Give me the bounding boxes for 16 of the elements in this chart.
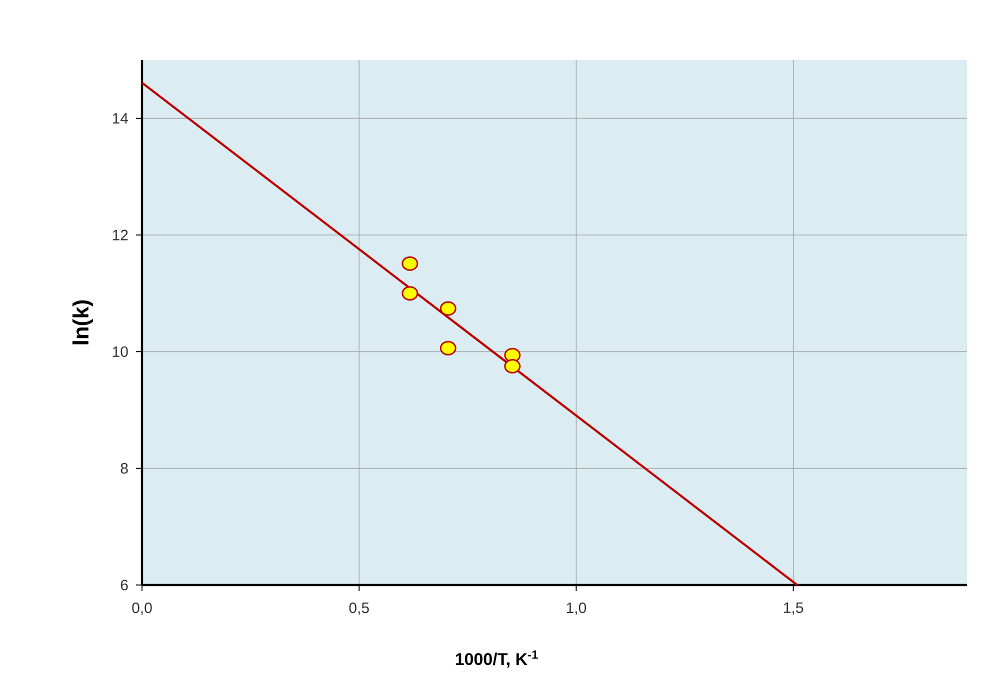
point bbox=[440, 340, 456, 356]
x-tick-label: 1,0 bbox=[566, 602, 586, 615]
y-tick-label: 10 bbox=[112, 346, 128, 357]
y-tick-label: 14 bbox=[112, 113, 128, 124]
y-tick-label: 12 bbox=[112, 230, 128, 240]
x-tick-label: 0,5 bbox=[349, 602, 369, 615]
point bbox=[504, 359, 521, 374]
y-tick-label: 6 bbox=[120, 580, 128, 590]
point bbox=[440, 301, 456, 316]
point bbox=[402, 286, 418, 301]
x-tick-label: 1,5 bbox=[784, 602, 804, 615]
point bbox=[402, 256, 418, 271]
x-tick-label: 0,0 bbox=[132, 602, 152, 615]
y-tick-label: 8 bbox=[120, 463, 128, 474]
text: 1000/T, K$^{-1}$ bbox=[456, 650, 538, 668]
y-axis-title: ln(k) bbox=[72, 300, 93, 344]
